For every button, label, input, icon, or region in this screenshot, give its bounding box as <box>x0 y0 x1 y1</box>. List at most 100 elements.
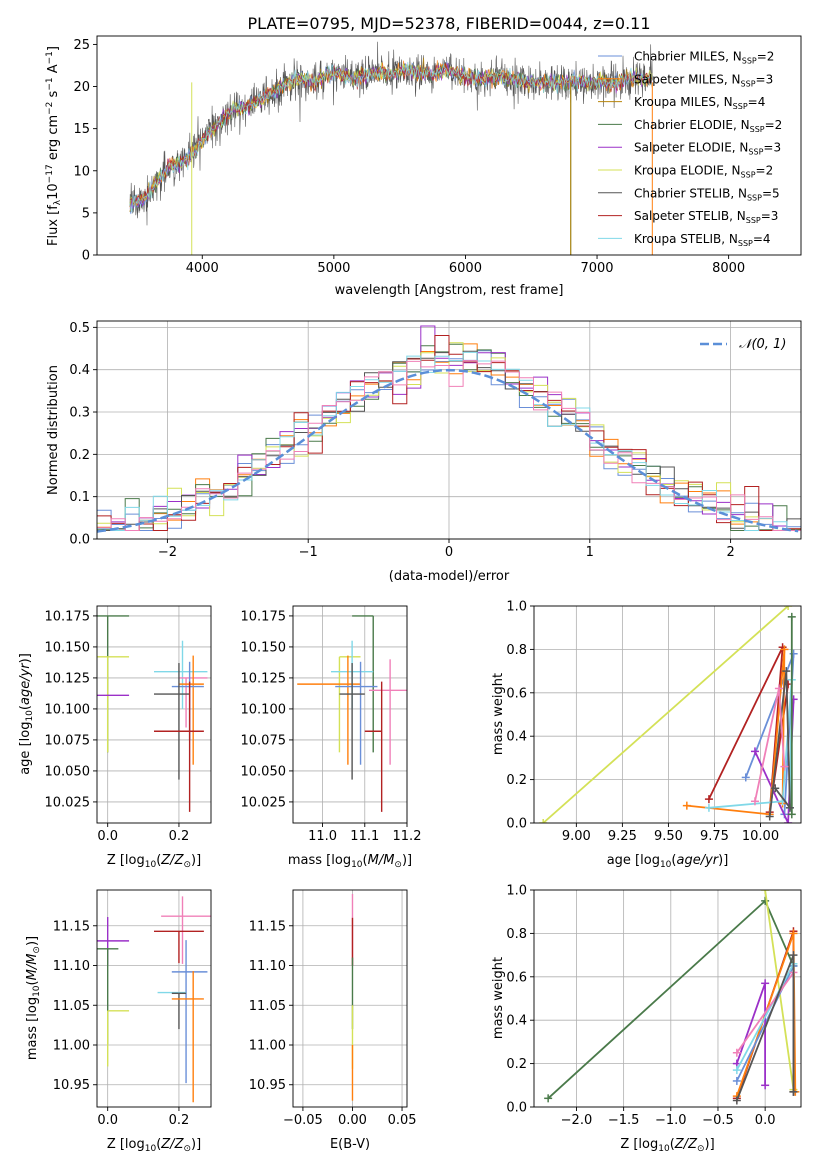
y-tick-label: 10.150 <box>45 640 91 655</box>
plot-area <box>544 890 800 1105</box>
plot-area <box>97 615 208 812</box>
x-tick-label: 9.25 <box>608 829 637 844</box>
x-tick-label: 0.0 <box>755 1113 776 1128</box>
normal-curve <box>97 368 799 533</box>
y-tick-label: 10.050 <box>45 764 91 779</box>
y-tick-label: 10 <box>73 164 90 179</box>
axes-frame <box>96 35 802 256</box>
x-tick-label: −2 <box>158 545 177 560</box>
x-axis-label: mass [log10(M/M⊙)] <box>288 853 412 870</box>
chart-mass-vs-EBV: −0.05 0.00 0.05 10.95 11.00 11.05 11.10 11.15 E(… <box>249 889 417 1152</box>
x-tick-label: 4000 <box>186 261 219 276</box>
x-tick-label: 0.2 <box>169 829 190 844</box>
x-tick-label: 1 <box>586 545 594 560</box>
histogram-pink <box>97 360 801 531</box>
x-axis-label: wavelength [Angstrom, rest frame] <box>335 283 564 298</box>
y-tick-label: 10.175 <box>45 609 91 624</box>
axes-frame <box>96 889 212 1108</box>
y-tick-label: 0.6 <box>506 686 527 701</box>
series-line <box>768 670 791 817</box>
x-tick-label: −0.05 <box>283 1113 323 1128</box>
y-tick-label: 1.0 <box>506 884 527 899</box>
y-tick-label: 10.125 <box>241 671 287 686</box>
series-line <box>736 971 795 1054</box>
y-tick-label: 0.4 <box>506 1014 527 1029</box>
x-axis-label: E(B-V) <box>330 1137 370 1152</box>
x-tick-label: −1.5 <box>608 1113 640 1128</box>
plot-area <box>97 325 801 533</box>
x-axis-label: Z [log10(Z/Z⊙)] <box>620 1137 714 1154</box>
legend-label: Salpeter MILES, NSSP=3 <box>634 72 773 88</box>
y-axis-label: Flux [fλ10−17 erg cm−2 s−1 A−1] <box>45 46 63 246</box>
x-tick-label: 0.00 <box>338 1113 367 1128</box>
y-tick-label: 0.2 <box>69 448 90 463</box>
y-tick-label: 11.15 <box>53 919 90 934</box>
series-line <box>708 646 789 813</box>
axes-frame <box>292 605 408 824</box>
x-tick-label: 5000 <box>317 261 350 276</box>
y-tick-label: 0.0 <box>506 817 527 832</box>
series-line <box>686 649 786 816</box>
y-tick-label: 0 <box>82 249 90 264</box>
chart-age-vs-Z: 0.0 0.2 10.025 10.050 10.075 10.100 10.125 10.1… <box>18 605 212 870</box>
y-tick-label: 5 <box>82 206 90 221</box>
axes-frame <box>96 605 212 824</box>
y-tick-label: 0.4 <box>69 363 90 378</box>
y-tick-label: 0.6 <box>506 970 527 985</box>
y-tick-label: 11.15 <box>249 919 286 934</box>
y-tick-label: 11.05 <box>249 999 286 1014</box>
x-axis-label: age [log10(age/yr)] <box>607 853 729 870</box>
chart-massweight-vs-Z: −2.0 −1.5 −1.0 −0.5 0.0 0.0 0.2 0.4 0.6 0.8 1.0 Z [… <box>491 884 802 1154</box>
chart-spectrum: Chabrier MILES, NSSP=2 Salpeter MILES, NS… <box>45 35 802 298</box>
chart-residuals: 𝒩(0, 1) (data-model)/error Normed distribu… <box>46 320 802 584</box>
series-line-kroupa-stelib <box>129 61 653 213</box>
legend-label: Chabrier MILES, NSSP=2 <box>634 50 774 66</box>
y-axis-label: age [log10(age/yr)] <box>18 653 35 775</box>
y-axis-label: Normed distribution <box>46 365 61 495</box>
y-axis-label: mass [log10(M/M⊙)] <box>25 936 42 1060</box>
x-tick-label: 7000 <box>580 261 613 276</box>
legend-label: Kroupa STELIB, NSSP=4 <box>634 232 771 248</box>
x-tick-label: 0.0 <box>97 829 118 844</box>
legend-label: Chabrier STELIB, NSSP=5 <box>634 186 780 202</box>
chart-mass-vs-Z: 0.0 0.2 10.95 11.00 11.05 11.10 11.15 Z [log10(… <box>25 889 212 1154</box>
chart-age-vs-mass: 11.0 11.1 11.2 10.025 10.050 10.075 10.100 10.1… <box>241 605 421 870</box>
y-tick-label: 0.5 <box>69 321 90 336</box>
y-axis-label: mass weight <box>491 673 506 755</box>
x-tick-label: 11.1 <box>350 829 379 844</box>
plot-area <box>97 896 211 1103</box>
y-tick-label: 10.100 <box>241 702 287 717</box>
series-line <box>542 606 789 823</box>
x-tick-label: −1 <box>299 545 318 560</box>
y-tick-label: 0.0 <box>69 533 90 548</box>
y-tick-label: 0.2 <box>506 1057 527 1072</box>
plot-area <box>297 615 407 812</box>
legend-label: Salpeter STELIB, NSSP=3 <box>634 209 778 225</box>
y-tick-label: 10.050 <box>241 764 287 779</box>
y-tick-label: 0.0 <box>506 1101 527 1116</box>
legend-label: Salpeter ELODIE, NSSP=3 <box>634 141 781 157</box>
x-tick-label: 11.0 <box>308 829 337 844</box>
plot-area <box>129 41 653 255</box>
y-tick-label: 10.175 <box>241 609 287 624</box>
axes-frame <box>533 889 802 1108</box>
chart-massweight-vs-age: 9.00 9.25 9.50 9.75 10.00 0.0 0.2 0.4 0.6 0.8 1.0 a… <box>491 600 802 870</box>
x-axis-label: Z [log10(Z/Z⊙)] <box>107 1137 201 1154</box>
y-tick-label: 11.10 <box>249 959 286 974</box>
x-tick-label: 9.75 <box>700 829 729 844</box>
histogram-kroupa-stelib <box>97 351 801 531</box>
x-tick-label: 0 <box>445 545 453 560</box>
y-tick-label: 0.1 <box>69 490 90 505</box>
x-tick-label: 2 <box>726 545 734 560</box>
y-tick-label: 25 <box>73 38 90 53</box>
legend-label: 𝒩(0, 1) <box>739 337 786 352</box>
y-tick-label: 10.95 <box>249 1078 286 1093</box>
legend-label: Kroupa ELODIE, NSSP=2 <box>634 164 773 180</box>
x-tick-label: 0.0 <box>97 1113 118 1128</box>
y-tick-label: 0.8 <box>506 927 527 942</box>
axes-frame <box>292 889 408 1108</box>
x-tick-label: 0.2 <box>169 1113 190 1128</box>
x-axis-label: (data-model)/error <box>389 569 510 584</box>
y-tick-label: 10.025 <box>45 795 91 810</box>
